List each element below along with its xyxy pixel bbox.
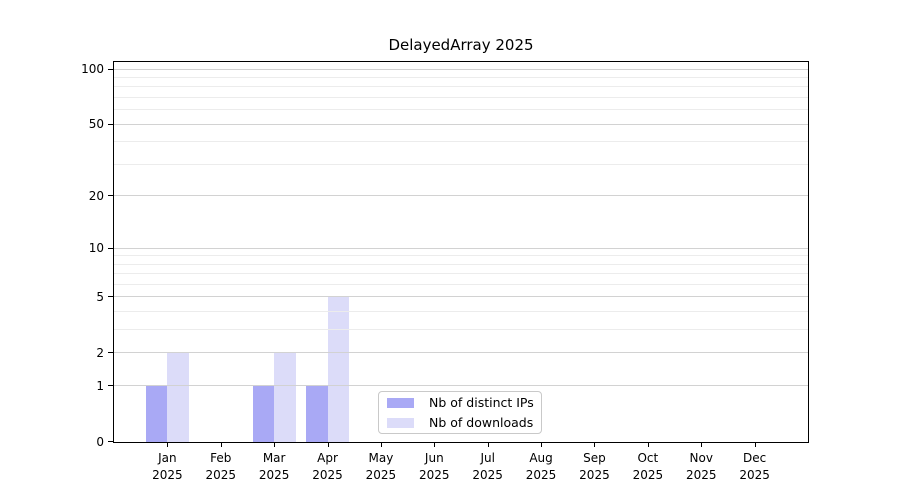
x-label-year: 2025 (579, 467, 610, 482)
legend: Nb of distinct IPs Nb of downloads (378, 391, 542, 434)
x-label-year: 2025 (739, 467, 770, 482)
y-tick-label: 10 (88, 241, 104, 256)
bar-downloads (327, 297, 350, 442)
bar-distinct-ips (306, 386, 328, 442)
y-tick-mark (108, 195, 113, 197)
x-label-month: Sep (583, 451, 606, 465)
gridline-minor (114, 311, 808, 313)
legend-item-downloads: Nb of downloads (387, 415, 533, 430)
x-tick-label: Jul 2025 (456, 450, 520, 483)
y-tick-mark (108, 123, 113, 125)
legend-item-distinct-ips: Nb of distinct IPs (387, 395, 534, 410)
x-tick-label: May 2025 (349, 450, 413, 483)
gridline-minor (114, 86, 808, 88)
x-tick-label: Sep 2025 (562, 450, 626, 483)
x-tick-mark (701, 443, 703, 447)
y-tick-mark (108, 68, 113, 70)
x-tick-label: Dec 2025 (723, 450, 787, 483)
y-tick-label: 0 (96, 434, 104, 449)
gridline-minor (114, 163, 808, 165)
y-tick-label: 50 (88, 117, 104, 132)
x-label-month: Feb (210, 451, 232, 465)
y-tick-mark (108, 441, 113, 442)
x-label-year: 2025 (152, 467, 183, 482)
x-tick-mark (647, 443, 649, 447)
x-label-month: Nov (689, 451, 713, 465)
x-label-month: Oct (637, 451, 659, 465)
x-label-year: 2025 (365, 467, 397, 482)
gridline-minor (114, 329, 808, 331)
bar-downloads (167, 353, 189, 442)
y-tick-mark (108, 296, 113, 298)
x-label-month: Dec (742, 451, 767, 465)
x-label-year: 2025 (419, 467, 450, 482)
gridline-major (114, 296, 808, 298)
y-tick-label: 2 (96, 345, 104, 360)
legend-swatch (387, 417, 414, 428)
x-label-year: 2025 (632, 467, 664, 482)
x-label-year: 2025 (685, 467, 717, 482)
gridline-major (114, 247, 808, 249)
x-tick-mark (220, 443, 222, 447)
y-tick-label: 5 (96, 289, 104, 304)
x-label-year: 2025 (205, 467, 237, 482)
x-tick-label: Oct 2025 (616, 450, 680, 483)
bar-distinct-ips (252, 386, 275, 442)
x-tick-mark (434, 443, 436, 447)
bar-distinct-ips (145, 386, 168, 442)
gridline-major (114, 68, 808, 70)
x-label-month: Jan (158, 451, 177, 465)
gridline-minor (114, 109, 808, 111)
plot-area (113, 61, 809, 443)
x-tick-label: Apr 2025 (296, 450, 360, 483)
x-tick-mark (541, 443, 543, 447)
y-tick-label: 1 (96, 378, 104, 393)
gridline-major (114, 195, 808, 197)
x-label-month: Aug (529, 451, 553, 465)
x-tick-label: Feb 2025 (189, 450, 253, 483)
y-tick-mark (108, 352, 113, 354)
gridline-minor (114, 273, 808, 275)
chart-title: DelayedArray 2025 (388, 36, 534, 54)
x-label-month: May (368, 451, 394, 465)
gridline-minor (114, 141, 808, 143)
bar-downloads (274, 353, 296, 442)
x-tick-label: Aug 2025 (509, 450, 573, 483)
y-tick-mark (108, 385, 113, 387)
x-tick-label: Jan 2025 (135, 450, 199, 483)
gridline-minor (114, 263, 808, 265)
y-tick-mark (108, 247, 113, 249)
x-tick-mark (487, 443, 489, 447)
x-tick-mark (594, 443, 596, 447)
x-tick-mark (380, 443, 382, 447)
x-tick-label: Mar 2025 (242, 450, 306, 483)
gridline-minor (114, 77, 808, 79)
x-tick-mark (754, 443, 756, 447)
gridline-minor (114, 284, 808, 285)
x-tick-label: Nov 2025 (669, 450, 733, 483)
x-label-year: 2025 (472, 467, 503, 482)
x-label-year: 2025 (258, 467, 290, 482)
x-label-month: Jul (480, 451, 495, 465)
gridline-minor (114, 97, 808, 99)
gridline-minor (114, 255, 808, 257)
gridline-major (114, 352, 808, 354)
x-label-month: Mar (262, 451, 286, 465)
x-tick-mark (327, 443, 329, 447)
legend-label: Nb of downloads (429, 415, 534, 430)
y-tick-label: 100 (81, 62, 104, 77)
gridline-major (114, 123, 808, 125)
x-label-month: Apr (317, 451, 338, 465)
x-tick-mark (274, 443, 276, 447)
gridline-major (114, 385, 808, 387)
legend-swatch (387, 397, 414, 408)
y-tick-label: 20 (88, 188, 104, 203)
x-label-year: 2025 (312, 467, 343, 482)
legend-label: Nb of distinct IPs (429, 395, 534, 410)
x-label-year: 2025 (525, 467, 557, 482)
x-tick-mark (167, 443, 169, 447)
x-tick-label: Jun 2025 (402, 450, 466, 483)
x-label-month: Jun (424, 451, 444, 465)
